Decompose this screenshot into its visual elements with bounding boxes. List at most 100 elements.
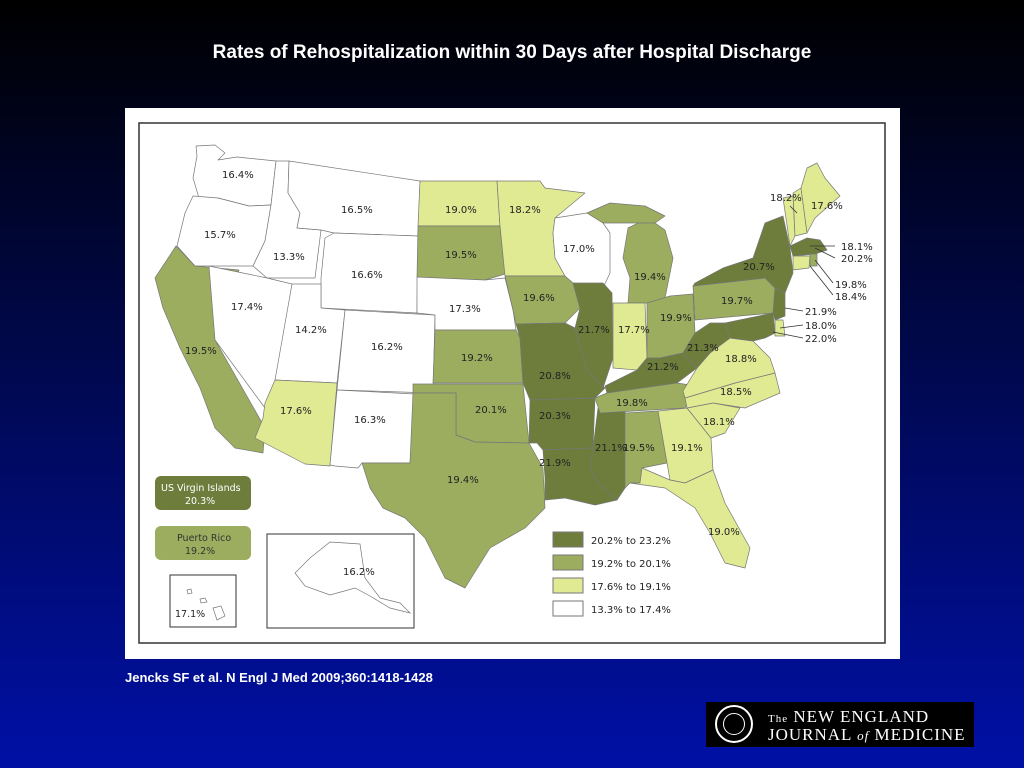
vi-box: US Virgin Islands 20.3% [155, 476, 251, 510]
hawaii-island-3 [186, 588, 193, 595]
label-NV: 17.4% [231, 302, 263, 313]
label-KS: 19.2% [461, 353, 493, 364]
label-CT: 18.4% [835, 292, 867, 303]
map-panel: US Virgin Islands 20.3% Puerto Rico 19.2… [125, 108, 900, 659]
state-FL [629, 467, 751, 569]
label-NE: 17.3% [449, 304, 481, 315]
label-RI: 19.8% [835, 280, 867, 291]
state-RI [809, 253, 818, 267]
state-HI [212, 605, 226, 621]
state-AZ [254, 379, 338, 467]
label-WI: 17.0% [563, 244, 595, 255]
legend-swatch-2 [552, 554, 584, 571]
label-IL: 21.7% [578, 325, 610, 336]
label-IN: 17.7% [618, 325, 650, 336]
label-NM: 16.3% [354, 415, 386, 426]
label-NC: 18.5% [720, 387, 752, 398]
logo-line-2: JOURNAL of MEDICINE [768, 725, 966, 745]
label-VT: 18.2% [770, 193, 802, 204]
label-ME: 17.6% [811, 201, 843, 212]
label-AR: 20.3% [539, 411, 571, 422]
logo-new-england: NEW ENGLAND [793, 707, 930, 726]
legend-label-2: 19.2% to 20.1% [591, 559, 671, 570]
slide-title: Rates of Rehospitalization within 30 Day… [212, 42, 812, 63]
state-AR [528, 397, 596, 451]
us-rehospitalization-map: US Virgin Islands 20.3% Puerto Rico 19.2… [138, 122, 886, 644]
citation: Jencks SF et al. N Engl J Med 2009;360:1… [125, 670, 433, 685]
label-VA: 18.8% [725, 354, 757, 365]
label-NJ: 21.9% [805, 307, 837, 318]
state-NY [692, 215, 794, 294]
label-UT: 14.2% [295, 325, 327, 336]
label-MO: 20.8% [539, 371, 571, 382]
legend-swatch-4 [552, 600, 584, 617]
label-FL: 19.0% [708, 527, 740, 538]
state-CT [792, 255, 811, 271]
label-MS: 21.1% [595, 443, 627, 454]
label-KY: 21.2% [647, 362, 679, 373]
state-MI [622, 217, 674, 304]
state-TX [361, 392, 546, 589]
label-AK: 16.2% [343, 567, 375, 578]
legend-swatch-3 [552, 577, 584, 594]
legend: 20.2% to 23.2% 19.2% to 20.1% 17.6% to 19.… [552, 531, 671, 617]
pr-box-bg [155, 526, 251, 560]
callout-lines [772, 205, 836, 339]
label-OK: 20.1% [475, 405, 507, 416]
legend-label-1: 20.2% to 23.2% [591, 536, 671, 547]
state-ND [417, 180, 501, 227]
logo-of: of [857, 728, 870, 743]
state-NJ [772, 287, 786, 321]
logo-medicine: MEDICINE [874, 725, 966, 744]
label-AL: 19.5% [623, 443, 655, 454]
label-CA: 19.5% [185, 346, 217, 357]
label-WV: 21.3% [687, 343, 719, 354]
label-SC: 18.1% [703, 417, 735, 428]
label-ID: 13.3% [273, 252, 305, 263]
label-MI: 19.4% [634, 272, 666, 283]
vi-rate: 20.3% [185, 496, 215, 507]
legend-label-4: 13.3% to 17.4% [591, 605, 671, 616]
state-NM [329, 389, 416, 469]
state-IN [612, 302, 648, 371]
hawaii-island-2 [199, 597, 208, 604]
logo-line-1: The NEW ENGLAND [768, 707, 929, 727]
label-MD: 22.0% [805, 334, 837, 345]
label-PA: 19.7% [721, 296, 753, 307]
state-CA [154, 245, 266, 454]
label-AZ: 17.6% [280, 406, 312, 417]
label-NH: 18.1% [841, 242, 873, 253]
label-WY: 16.6% [351, 270, 383, 281]
label-SD: 19.5% [445, 250, 477, 261]
label-IA: 19.6% [523, 293, 555, 304]
pr-box: Puerto Rico 19.2% [155, 526, 251, 560]
vi-name: US Virgin Islands [161, 483, 241, 494]
pr-name: Puerto Rico [177, 533, 231, 544]
label-TN: 19.8% [616, 398, 648, 409]
label-OH: 19.9% [660, 313, 692, 324]
state-labels: 16.4% 15.7% 13.3% 16.5% 16.6% 19.5% 17.4… [175, 170, 873, 620]
logo-journal: JOURNAL [768, 725, 852, 744]
label-LA: 21.9% [539, 458, 571, 469]
label-MT: 16.5% [341, 205, 373, 216]
state-MD [724, 312, 776, 342]
pr-rate: 19.2% [185, 546, 215, 557]
state-AK [294, 541, 412, 614]
hawaii-islands [186, 588, 226, 621]
label-MA: 20.2% [841, 254, 873, 265]
legend-label-3: 17.6% to 19.1% [591, 582, 671, 593]
state-MO [515, 322, 606, 401]
label-NY: 20.7% [743, 262, 775, 273]
label-HI: 17.1% [175, 609, 205, 620]
label-MN: 18.2% [509, 205, 541, 216]
nejm-logo: The NEW ENGLAND JOURNAL of MEDICINE [706, 702, 974, 747]
label-WA: 16.4% [222, 170, 254, 181]
label-DE: 18.0% [805, 321, 837, 332]
label-ND: 19.0% [445, 205, 477, 216]
vi-box-bg [155, 476, 251, 510]
legend-swatch-1 [552, 531, 584, 548]
label-GA: 19.1% [671, 443, 703, 454]
state-MI-up [586, 202, 666, 224]
label-TX: 19.4% [447, 475, 479, 486]
label-CO: 16.2% [371, 342, 403, 353]
